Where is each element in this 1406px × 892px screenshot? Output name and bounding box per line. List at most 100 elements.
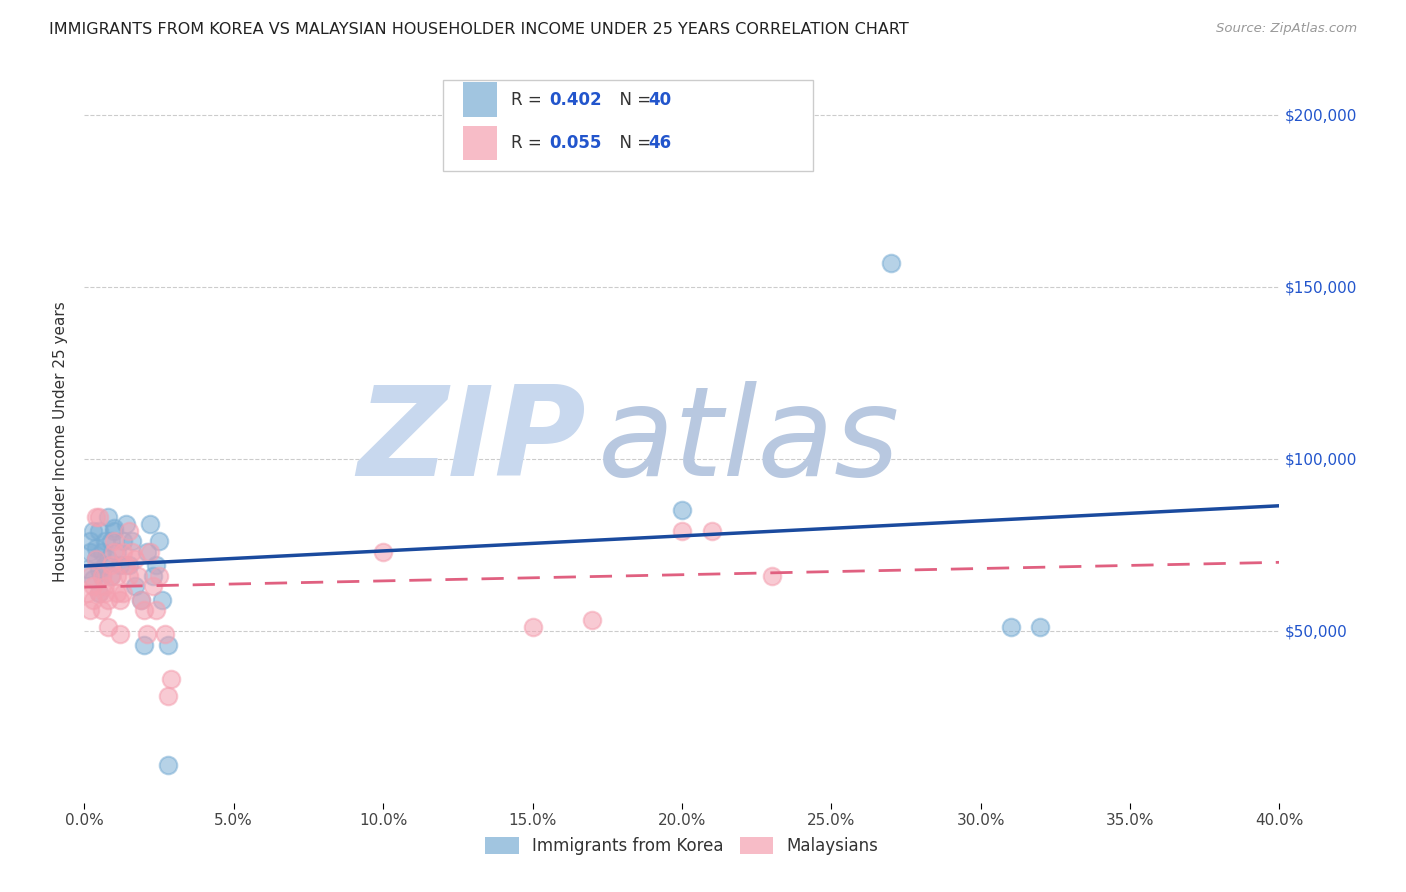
Point bbox=[105, 586, 128, 600]
Point bbox=[79, 534, 101, 549]
Point bbox=[880, 255, 903, 269]
Point bbox=[112, 534, 135, 549]
Y-axis label: Householder Income Under 25 years: Householder Income Under 25 years bbox=[53, 301, 69, 582]
Point bbox=[89, 510, 111, 524]
Point bbox=[148, 568, 170, 582]
Point bbox=[118, 568, 141, 582]
Point bbox=[124, 551, 146, 566]
Point bbox=[86, 510, 108, 524]
Point bbox=[129, 592, 152, 607]
Point bbox=[100, 558, 122, 573]
Point bbox=[112, 586, 135, 600]
Point bbox=[105, 544, 128, 558]
Point bbox=[157, 758, 180, 772]
Point bbox=[103, 534, 125, 549]
Point bbox=[127, 568, 149, 582]
Point bbox=[145, 603, 167, 617]
Point bbox=[89, 586, 111, 600]
Point bbox=[82, 579, 104, 593]
Point bbox=[129, 592, 152, 607]
Point bbox=[139, 517, 162, 532]
Point bbox=[76, 586, 98, 600]
Legend: Immigrants from Korea, Malaysians: Immigrants from Korea, Malaysians bbox=[477, 829, 887, 863]
Point bbox=[97, 592, 120, 607]
Point bbox=[136, 627, 159, 641]
Point bbox=[91, 603, 114, 617]
Point bbox=[581, 614, 603, 628]
Point bbox=[145, 558, 167, 573]
Point bbox=[160, 672, 183, 686]
Point bbox=[373, 544, 395, 558]
Point bbox=[142, 579, 165, 593]
Point bbox=[1029, 620, 1052, 634]
Text: ZIP: ZIP bbox=[357, 381, 586, 502]
Point bbox=[94, 558, 117, 573]
Text: 0.055: 0.055 bbox=[550, 134, 602, 152]
Point bbox=[100, 568, 122, 582]
Point bbox=[86, 551, 108, 566]
Point bbox=[139, 544, 162, 558]
Point bbox=[94, 586, 117, 600]
Point bbox=[103, 520, 125, 534]
Point bbox=[671, 524, 693, 538]
Point bbox=[79, 568, 101, 582]
Point bbox=[157, 689, 180, 703]
Point bbox=[115, 517, 138, 532]
Point bbox=[86, 551, 108, 566]
Point bbox=[86, 541, 108, 556]
Point bbox=[89, 524, 111, 538]
Point bbox=[157, 638, 180, 652]
Point bbox=[136, 544, 159, 558]
Point bbox=[82, 524, 104, 538]
Point bbox=[110, 558, 132, 573]
Point bbox=[94, 534, 117, 549]
Point bbox=[89, 562, 111, 576]
Point bbox=[150, 592, 173, 607]
Point bbox=[82, 592, 104, 607]
Point bbox=[121, 544, 143, 558]
Point bbox=[761, 568, 783, 582]
Point bbox=[671, 503, 693, 517]
Point bbox=[79, 544, 101, 558]
Point bbox=[700, 524, 723, 538]
Point bbox=[103, 544, 125, 558]
Point bbox=[110, 627, 132, 641]
Point bbox=[79, 603, 101, 617]
Point bbox=[91, 568, 114, 582]
Text: N =: N = bbox=[609, 134, 657, 152]
Text: 46: 46 bbox=[648, 134, 672, 152]
Point bbox=[82, 572, 104, 586]
Point bbox=[91, 568, 114, 582]
Text: 40: 40 bbox=[648, 91, 672, 109]
Point bbox=[148, 534, 170, 549]
Point bbox=[76, 562, 98, 576]
Point bbox=[1000, 620, 1022, 634]
Point bbox=[112, 544, 135, 558]
Point bbox=[132, 603, 156, 617]
Point bbox=[124, 579, 146, 593]
Point bbox=[110, 592, 132, 607]
Point bbox=[89, 586, 111, 600]
Point bbox=[118, 558, 141, 573]
Point bbox=[97, 510, 120, 524]
Point bbox=[94, 579, 117, 593]
Point bbox=[103, 524, 125, 538]
Text: 0.402: 0.402 bbox=[550, 91, 602, 109]
Point bbox=[100, 568, 122, 582]
Point bbox=[118, 524, 141, 538]
Point bbox=[115, 558, 138, 573]
Point bbox=[105, 568, 128, 582]
Point bbox=[121, 534, 143, 549]
Bar bbox=[463, 126, 496, 161]
Text: atlas: atlas bbox=[599, 381, 900, 502]
Point bbox=[522, 620, 544, 634]
Text: N =: N = bbox=[609, 91, 657, 109]
Point bbox=[132, 638, 156, 652]
Text: R =: R = bbox=[510, 91, 547, 109]
Text: R =: R = bbox=[510, 134, 547, 152]
Text: Source: ZipAtlas.com: Source: ZipAtlas.com bbox=[1216, 22, 1357, 36]
Point bbox=[142, 568, 165, 582]
Bar bbox=[463, 82, 496, 117]
Point bbox=[91, 544, 114, 558]
Point bbox=[100, 534, 122, 549]
